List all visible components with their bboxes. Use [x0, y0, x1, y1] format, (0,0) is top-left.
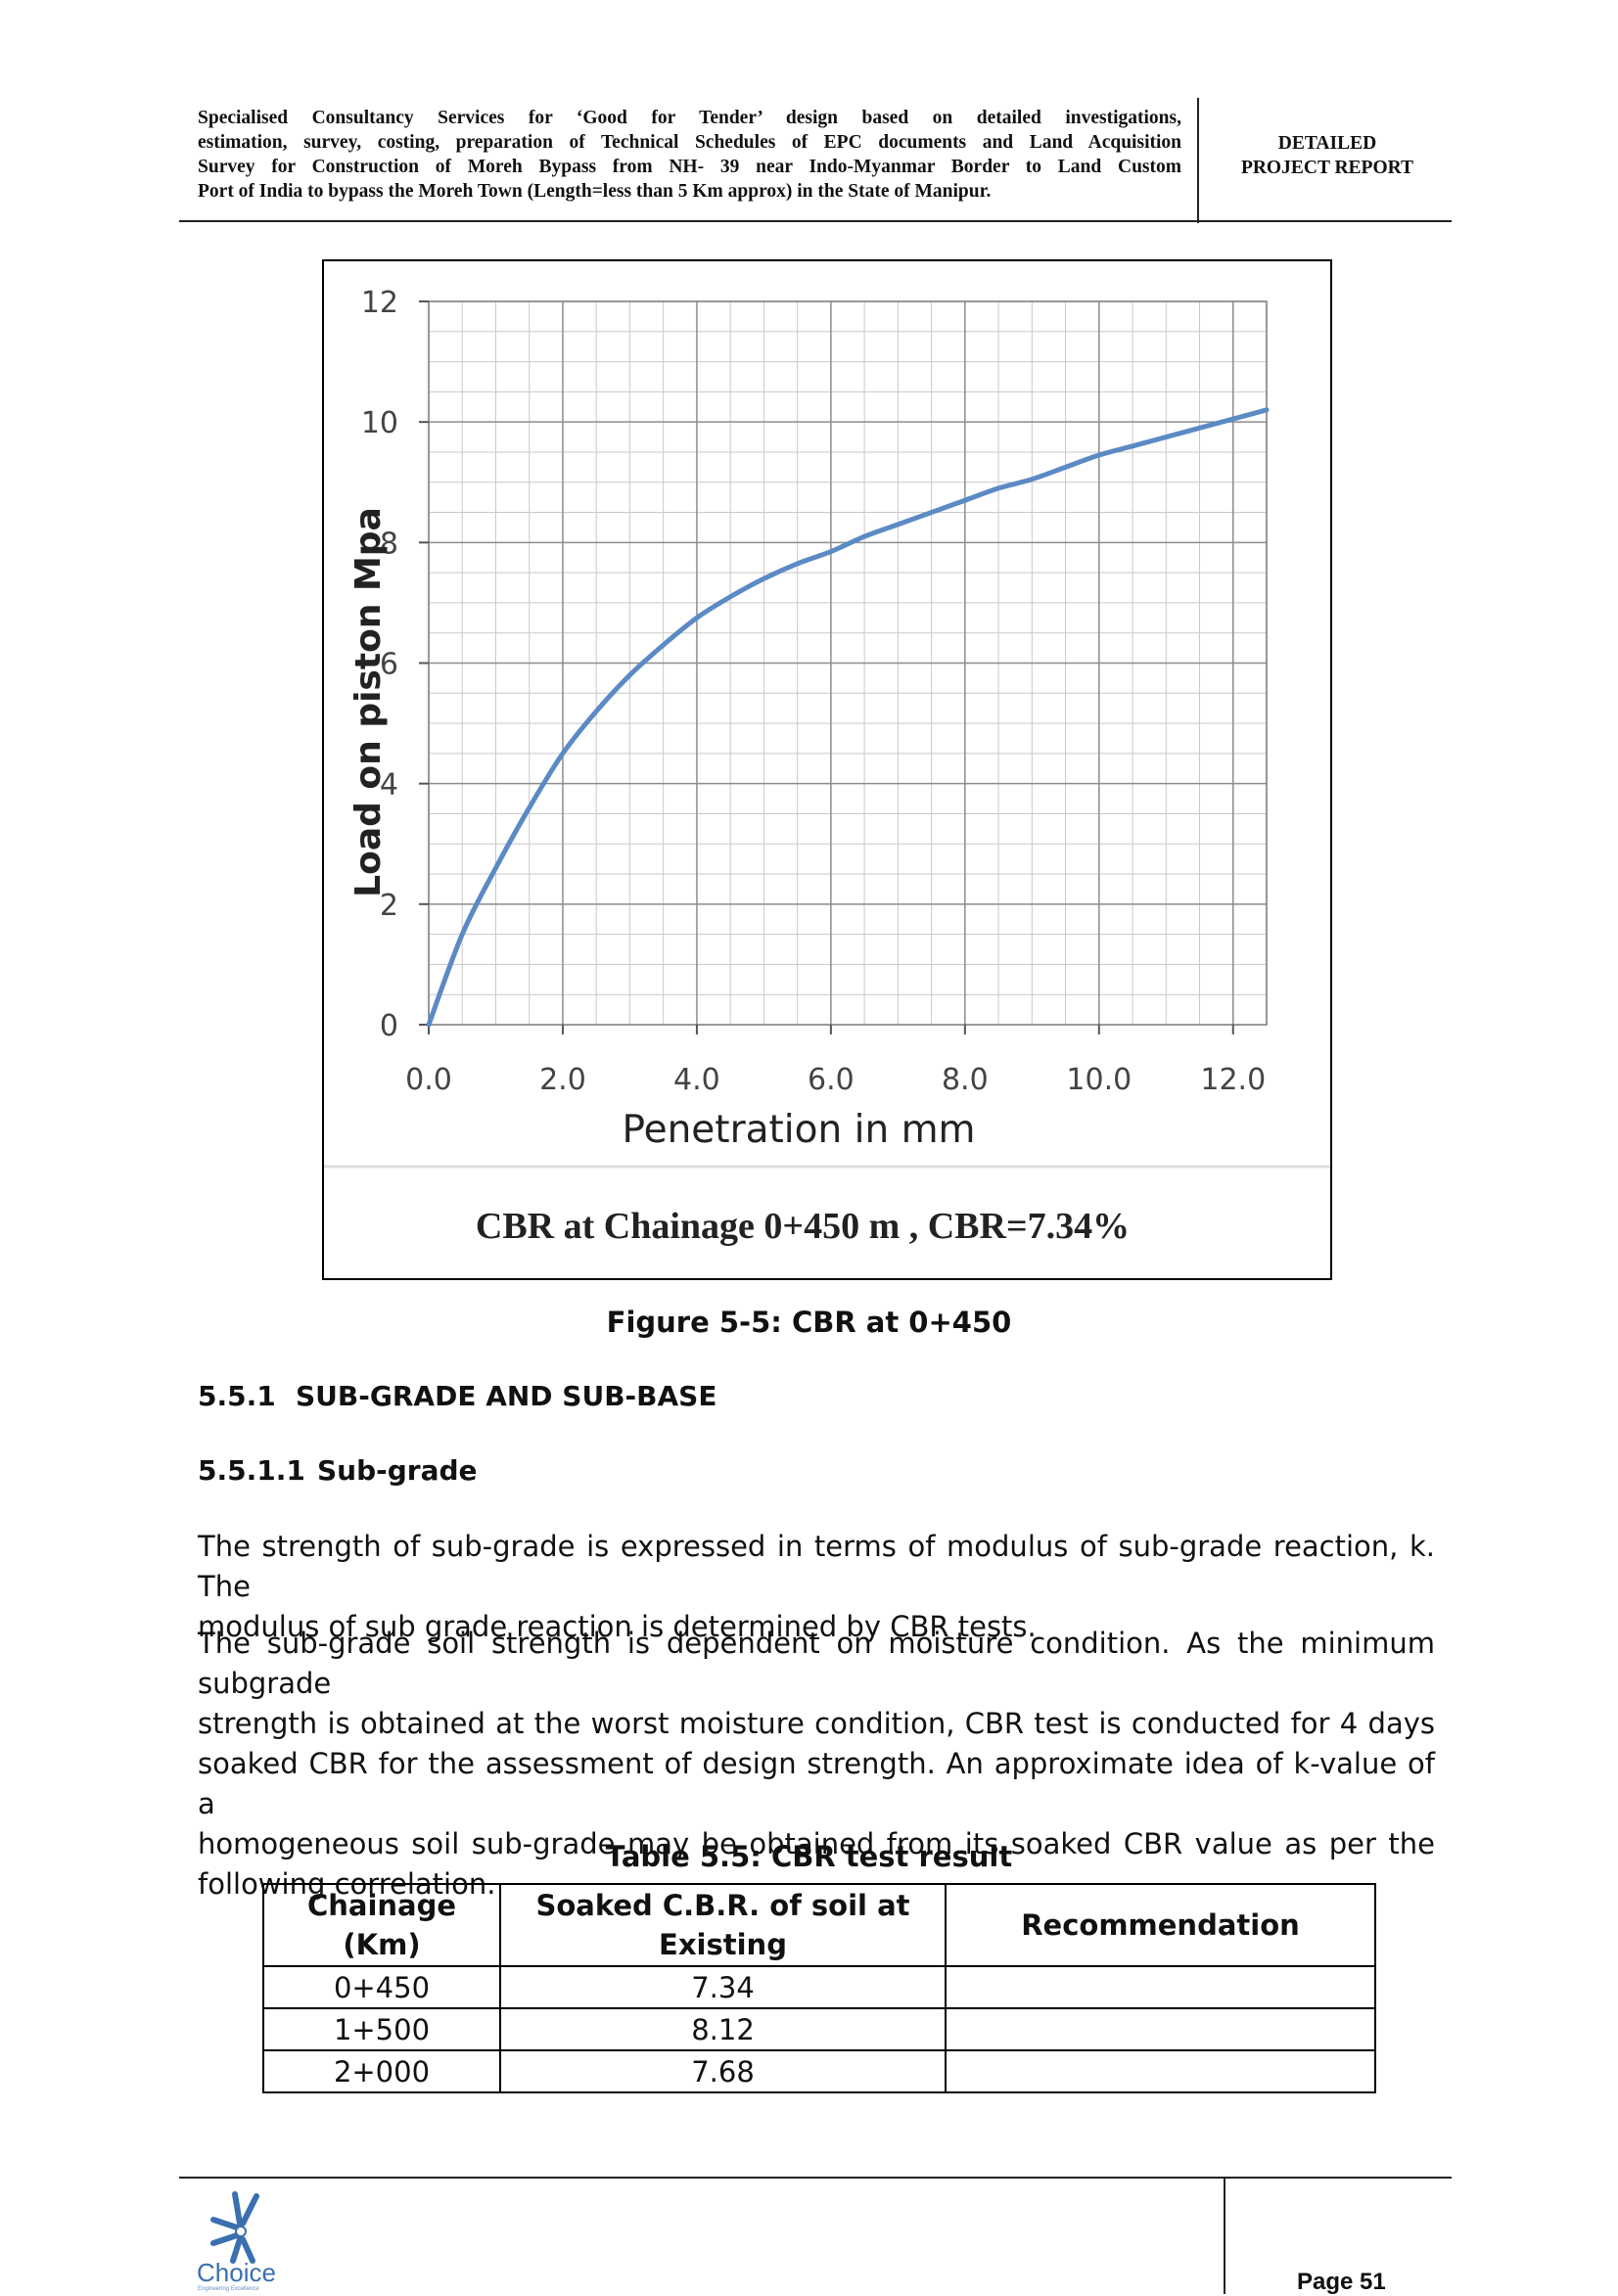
header-rule	[179, 220, 1452, 222]
table-header-recommendation: Recommendation	[945, 1883, 1376, 1967]
table-cell-recommendation	[945, 2007, 1376, 2051]
table-cell-recommendation	[945, 2049, 1376, 2093]
table-header-row: Chainage (Km) Soaked C.B.R. of soil at E…	[262, 1883, 1376, 1967]
logo-wordmark: Choice	[197, 2258, 276, 2287]
subsection-title: Sub-grade	[317, 1454, 478, 1487]
chart-y-tick-label: 8	[380, 527, 398, 561]
chart-y-tick-label: 12	[361, 286, 398, 320]
table-header-chainage: Chainage (Km)	[262, 1883, 501, 1967]
section-title: SUB-GRADE AND SUB-BASE	[296, 1380, 717, 1412]
paragraph-line: modulus of sub grade reaction is determi…	[198, 1610, 1037, 1643]
chart-series-line	[426, 407, 1270, 1028]
header-line: Survey for Construction of Moreh Bypass …	[198, 157, 1181, 177]
subsection-number: 5.5.1.1	[198, 1454, 305, 1487]
chart-x-tick-label: 0.0	[405, 1063, 452, 1097]
paragraph-line: The sub-grade soil strength is dependent…	[198, 1627, 1435, 1700]
header-report-type: DETAILED PROJECT REPORT	[1199, 131, 1456, 180]
chart-x-tick-label: 8.0	[942, 1063, 989, 1097]
chart-y-tick-label: 2	[380, 889, 398, 923]
table-cell-cbr: 7.68	[499, 2049, 947, 2093]
header-report-line: PROJECT REPORT	[1240, 158, 1414, 178]
chart-x-tick-label: 10.0	[1066, 1063, 1132, 1097]
chart-x-tick-label: 6.0	[808, 1063, 855, 1097]
footer-rule	[179, 2177, 1452, 2179]
chart-y-tick-label: 4	[380, 768, 398, 803]
table-cell-chainage: 2+000	[262, 2049, 501, 2093]
chart-y-tick-label: 10	[361, 406, 398, 440]
chart-x-axis-label: Penetration in mm	[622, 1108, 975, 1152]
cbr-result-table: Chainage (Km) Soaked C.B.R. of soil at E…	[262, 1883, 1376, 2093]
logo-tagline: Engineering Excellence	[198, 2286, 259, 2292]
paragraph-line: The strength of sub-grade is expressed i…	[198, 1530, 1435, 1603]
table-cell-chainage: 1+500	[262, 2007, 501, 2051]
chart-major-grid	[429, 301, 1267, 1025]
table-cell-recommendation	[945, 1965, 1376, 2009]
table-header-soaked-cbr: Soaked C.B.R. of soil at Existing	[499, 1883, 947, 1967]
section-number: 5.5.1	[198, 1380, 276, 1412]
chart-y-axis-label: Load on piston Mpa	[348, 507, 389, 897]
paragraph-line: homogeneous soil sub-grade may be obtain…	[198, 1827, 1435, 1860]
cbr-chart: 0.0 2.0 4.0 6.0 8.0 10.0 12.0 0 2 4 6 8 10 12 Penetra…	[324, 286, 1330, 1247]
table-row: 0+450 7.34	[262, 1965, 1376, 2009]
subsection-heading: 5.5.1.1 Sub-grade	[198, 1454, 478, 1487]
chart-note: CBR at Chainage 0+450 m , CBR=7.34%	[476, 1206, 1130, 1247]
table-cell-chainage: 0+450	[262, 1965, 501, 2009]
chart-x-tick-label: 4.0	[673, 1063, 720, 1097]
header-report-line: DETAILED	[1277, 133, 1377, 154]
header-divider	[1197, 98, 1199, 223]
figure-caption: Figure 5-5: CBR at 0+450	[606, 1306, 1012, 1339]
header-project-title: Specialised Consultancy Services for ‘Go…	[198, 106, 1181, 204]
chart-x-tick-label: 2.0	[539, 1063, 586, 1097]
chart-x-tick-label: 12.0	[1200, 1063, 1266, 1097]
paragraph-line: soaked CBR for the assessment of design …	[198, 1747, 1435, 1820]
chart-y-tick-label: 6	[380, 648, 398, 682]
figure-frame	[322, 259, 1332, 1280]
table-cell-cbr: 8.12	[499, 2007, 947, 2051]
choice-logo-icon	[210, 2191, 259, 2264]
paragraph-line: strength is obtained at the worst moistu…	[198, 1707, 1435, 1740]
paragraph-moisture-condition: The sub-grade soil strength is dependent…	[198, 1624, 1435, 1905]
table-cell-cbr: 7.34	[499, 1965, 947, 2009]
table-row: 2+000 7.68	[262, 2049, 1376, 2093]
chart-ticks: 0.0 2.0 4.0 6.0 8.0 10.0 12.0 0 2 4 6 8 10 12	[361, 286, 1266, 1097]
table-caption: Table 5.5: CBR test result	[605, 1840, 1013, 1873]
paragraph-subgrade-strength: The strength of sub-grade is expressed i…	[198, 1527, 1435, 1647]
page-number: Page 51	[1297, 2269, 1386, 2295]
section-heading: 5.5.1 SUB-GRADE AND SUB-BASE	[198, 1380, 717, 1412]
header-line: estimation, survey, costing, preparation…	[198, 132, 1181, 153]
table-row: 1+500 8.12	[262, 2007, 1376, 2051]
chart-y-tick-label: 0	[380, 1009, 398, 1043]
footer-divider	[1224, 2177, 1225, 2294]
header-line: Specialised Consultancy Services for ‘Go…	[198, 108, 1181, 128]
header-line: Port of India to bypass the Moreh Town (…	[198, 181, 992, 202]
